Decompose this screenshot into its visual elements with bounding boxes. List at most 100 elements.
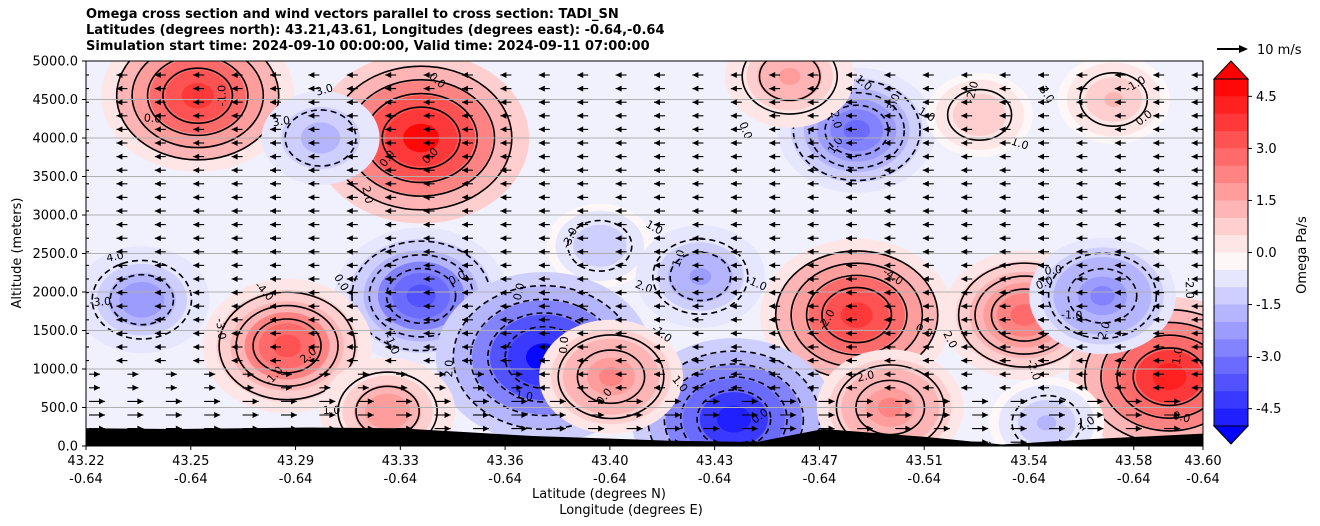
wind-vector-head	[905, 412, 912, 418]
wind-vector-head	[538, 180, 545, 187]
wind-vector-head	[154, 153, 161, 160]
wind-vector-head	[385, 208, 392, 214]
wind-vector-head	[769, 344, 776, 350]
wind-vector-head	[99, 398, 105, 405]
quiver-key: 10 m/s	[1217, 43, 1302, 58]
wind-vector-head	[78, 86, 84, 92]
colorbar-label: Omega Pa/s	[1295, 216, 1310, 294]
colorbar-band	[1214, 113, 1248, 132]
wind-vector-head	[231, 248, 238, 255]
wind-vector-head	[116, 140, 123, 146]
wind-vector-head	[1191, 208, 1198, 214]
wind-vector-head	[521, 425, 528, 432]
wind-vector-head	[1020, 412, 1027, 418]
wind-vector-head	[922, 153, 929, 160]
wind-vector-head	[615, 330, 622, 337]
wind-vector-head	[1153, 384, 1160, 391]
wind-vector-head	[1153, 153, 1160, 160]
wind-vector-head	[214, 412, 221, 418]
wind-vector-head	[846, 357, 852, 364]
wind-vector-head	[577, 384, 584, 391]
wind-vector-head	[270, 194, 276, 201]
wind-vector-head	[1076, 235, 1083, 242]
wind-vector-head	[1097, 412, 1104, 418]
wind-vector-head	[137, 398, 144, 405]
wind-vector-head	[577, 276, 584, 282]
wind-vector-head	[884, 316, 891, 323]
wind-vector-head	[500, 85, 507, 92]
wind-vector-head	[615, 276, 622, 282]
wind-vector-head	[462, 330, 468, 337]
wind-vector-head	[1038, 112, 1044, 119]
wind-vector-head	[78, 194, 84, 200]
wind-vector-head	[615, 194, 622, 201]
wind-vector-head	[846, 85, 852, 92]
wind-vector-head	[286, 384, 292, 391]
wind-vector-head	[1038, 194, 1044, 201]
contour-line	[1011, 394, 1082, 446]
wind-vector-head	[500, 248, 507, 255]
wind-vector-head	[769, 72, 776, 78]
wind-vector-head	[961, 194, 968, 201]
contour-label: 1.0	[1009, 135, 1030, 153]
wind-vector-head	[538, 112, 545, 119]
wind-vector-head	[577, 194, 584, 201]
wind-vector-head	[769, 221, 776, 228]
wind-vector-head	[500, 140, 507, 146]
wind-vector-head	[751, 425, 758, 432]
wind-vector-head	[1114, 248, 1121, 255]
wind-vector-head	[209, 384, 216, 391]
contour-label: -2.0	[1183, 277, 1197, 299]
wind-vector-head	[1153, 208, 1160, 214]
wind-vector-head	[462, 112, 468, 119]
wind-vector-head	[730, 72, 737, 78]
omega-cell-band	[406, 284, 436, 308]
wind-vector-head	[1153, 140, 1160, 146]
wind-vector-head	[846, 221, 852, 228]
wind-vector-head	[385, 276, 392, 282]
wind-vector-head	[615, 112, 622, 119]
colorbar-band	[1214, 96, 1248, 115]
wind-vector-head	[1191, 357, 1198, 364]
wind-vector-head	[922, 262, 929, 269]
wind-vector-head	[1038, 72, 1044, 78]
wind-vector-head	[1076, 262, 1083, 269]
wind-vector-head	[730, 180, 737, 187]
contour-line	[162, 67, 234, 124]
wind-vector-head	[1020, 398, 1027, 405]
wind-vector-head	[231, 221, 238, 228]
wind-vector-head	[154, 208, 161, 214]
wind-vector-head	[654, 303, 660, 310]
wind-vector-head	[329, 398, 336, 405]
wind-vector-head	[423, 262, 430, 269]
wind-vector-head	[462, 235, 468, 242]
wind-vector-head	[884, 72, 891, 78]
omega-cell	[101, 61, 295, 173]
wind-vector-head	[1153, 330, 1160, 337]
omega-cell	[1068, 296, 1203, 446]
wind-vector-head	[308, 344, 315, 350]
wind-vector-head	[308, 153, 315, 160]
wind-vector-head	[193, 140, 200, 146]
wind-vector-head	[1191, 126, 1198, 133]
wind-vector-head	[1153, 344, 1160, 350]
wind-vector-head	[1076, 276, 1083, 282]
contour-label: 2.0	[856, 368, 876, 385]
wind-vector-head	[462, 248, 468, 255]
wind-vector-head	[615, 344, 622, 350]
contour-line	[669, 251, 732, 302]
omega-cell-band	[1090, 286, 1115, 306]
x-tick-label-lon: -0.64	[803, 472, 837, 487]
wind-vector-head	[1076, 289, 1083, 296]
wind-vector-head	[270, 208, 276, 214]
wind-vector-head	[231, 99, 238, 106]
wind-vector-head	[423, 208, 430, 214]
wind-vector-head	[270, 262, 276, 269]
wind-vector-head	[943, 412, 950, 418]
wind-vector-head	[1114, 99, 1121, 106]
wind-vector-head	[78, 330, 84, 336]
wind-vector-head	[538, 384, 545, 391]
wind-vector-head	[385, 153, 392, 160]
wind-vector-head	[193, 262, 200, 269]
wind-vector-head	[154, 344, 161, 350]
